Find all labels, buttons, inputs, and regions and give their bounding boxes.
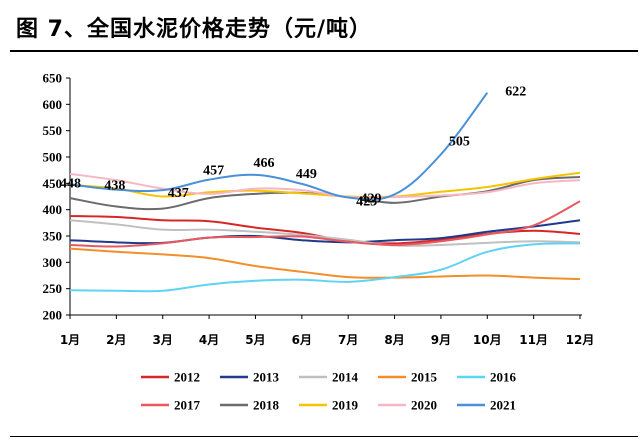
x-tick-label: 3月 <box>153 333 173 347</box>
series-lines <box>69 92 581 293</box>
series-line-2014 <box>69 219 581 247</box>
x-tick-label: 8月 <box>384 333 404 347</box>
data-label: 505 <box>449 134 470 149</box>
legend-label-2016: 2016 <box>490 370 517 385</box>
y-tick-label: 650 <box>43 71 63 86</box>
legend-label-2012: 2012 <box>174 370 200 385</box>
x-tick-label: 10月 <box>473 333 502 347</box>
data-label: 438 <box>104 179 125 194</box>
series-line-2017 <box>69 200 581 248</box>
y-tick-label: 400 <box>43 202 63 217</box>
x-tick-label: 12月 <box>566 333 595 347</box>
series-line-2020 <box>69 172 581 199</box>
legend-label-2017: 2017 <box>174 398 201 413</box>
x-tick-label: 5月 <box>245 333 265 347</box>
legend-label-2021: 2021 <box>490 398 516 413</box>
legend-label-2019: 2019 <box>332 398 359 413</box>
data-label: 449 <box>296 167 317 182</box>
series-line-2015 <box>69 247 581 281</box>
legend-label-2015: 2015 <box>411 370 438 385</box>
data-label: 448 <box>60 176 81 191</box>
line-chart: 200 250 300 350 400 450 500 550 600 650 1月 2月 3月 4月 5… <box>43 71 595 413</box>
y-tick-label: 350 <box>43 229 63 244</box>
x-axis-labels: 1月 2月 3月 4月 5月 6月 7月 8月 9月 10月 11月 12月 <box>60 333 595 347</box>
legend-label-2020: 2020 <box>411 398 437 413</box>
data-label: 437 <box>168 186 189 201</box>
x-tick-label: 4月 <box>199 333 219 347</box>
y-axis-labels: 200 250 300 350 400 450 500 550 600 650 <box>43 71 63 323</box>
chart-axes <box>66 77 582 319</box>
y-tick-label: 300 <box>43 255 63 270</box>
y-tick-label: 500 <box>43 150 63 165</box>
x-tick-label: 7月 <box>338 333 358 347</box>
y-tick-label: 550 <box>43 123 63 138</box>
legend-label-2013: 2013 <box>253 370 280 385</box>
data-label: 423 <box>356 195 377 210</box>
x-tick-label: 1月 <box>60 333 80 347</box>
data-label: 457 <box>203 164 224 179</box>
page-title: 图 7、全国水泥价格走势（元/吨） <box>16 17 373 42</box>
series-line-2021 <box>69 92 489 201</box>
legend: 2012 2013 2014 2015 2016 2017 2018 2019 2020 2021 <box>141 370 517 413</box>
y-tick-label: 250 <box>43 281 63 296</box>
x-tick-label: 6月 <box>292 333 312 347</box>
data-label: 466 <box>253 156 274 171</box>
title-divider <box>10 50 638 52</box>
y-tick-label: 200 <box>43 308 63 323</box>
bottom-divider <box>10 436 638 437</box>
x-tick-label: 9月 <box>431 333 451 347</box>
y-tick-label: 450 <box>43 176 63 191</box>
x-tick-label: 2月 <box>106 333 126 347</box>
y-tick-label: 600 <box>43 97 63 112</box>
x-tick-label: 11月 <box>519 333 548 347</box>
title-bar: 图 7、全国水泥价格走势（元/吨） <box>0 0 642 52</box>
data-label: 622 <box>505 85 526 100</box>
legend-label-2018: 2018 <box>253 398 280 413</box>
series-line-2016 <box>69 242 581 293</box>
data-label: 429 <box>361 191 382 206</box>
legend-label-2014: 2014 <box>332 370 359 385</box>
series-line-2019 <box>69 171 581 199</box>
